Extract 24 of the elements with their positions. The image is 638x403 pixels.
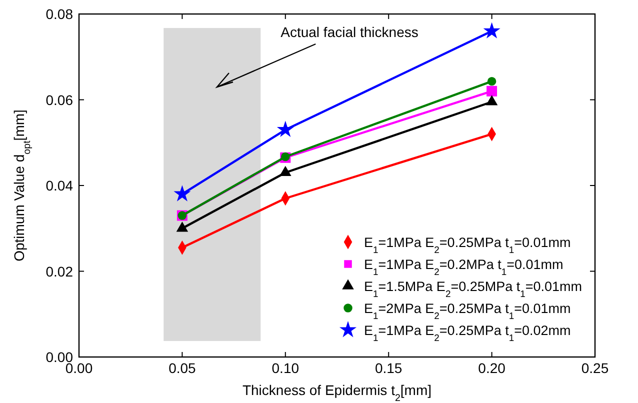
band-label: Actual facial thickness bbox=[280, 24, 418, 40]
y-tick-label: 0.08 bbox=[46, 6, 74, 22]
x-tick-label: 0.05 bbox=[168, 360, 196, 376]
legend-label: E$_{1}$=1MPa E$_{2}$=0.25MPa t$_{1}$=0.01mm bbox=[364, 235, 571, 256]
point bbox=[483, 22, 500, 38]
point bbox=[176, 222, 188, 232]
x-tick-label: 0.25 bbox=[581, 360, 609, 376]
legend-label: E$_{1}$=1MPa E$_{2}$=0.25MPa t$_{1}$=0.02mm bbox=[364, 323, 571, 344]
x-tick-label: 0.20 bbox=[478, 360, 506, 376]
point bbox=[486, 86, 498, 96]
point bbox=[487, 76, 496, 86]
x-tick-label: 0.10 bbox=[272, 360, 300, 376]
legend-label: E$_{1}$=2MPa E$_{2}$=0.25MPa t$_{1}$=0.01mm bbox=[364, 301, 571, 322]
point bbox=[276, 120, 294, 138]
x-axis-title: Thickness of Epidermis t$_{2}$[mm] bbox=[242, 382, 432, 403]
point bbox=[174, 185, 191, 202]
legend-label: E$_{1}$=1MPa E$_{2}$=0.2MPa t$_{1}$=0.01mm bbox=[364, 257, 564, 278]
point bbox=[280, 166, 292, 176]
y-tick-label: 0.06 bbox=[46, 92, 74, 108]
y-tick-label: 0.04 bbox=[46, 178, 74, 194]
point bbox=[486, 95, 498, 106]
legend-label: E$_{1}$=1.5MPa E$_{2}$=0.25MPa t$_{1}$=0.01mm bbox=[364, 279, 582, 300]
x-tick-label: 0.15 bbox=[374, 360, 402, 376]
y-tick-label: 0.02 bbox=[46, 263, 74, 280]
